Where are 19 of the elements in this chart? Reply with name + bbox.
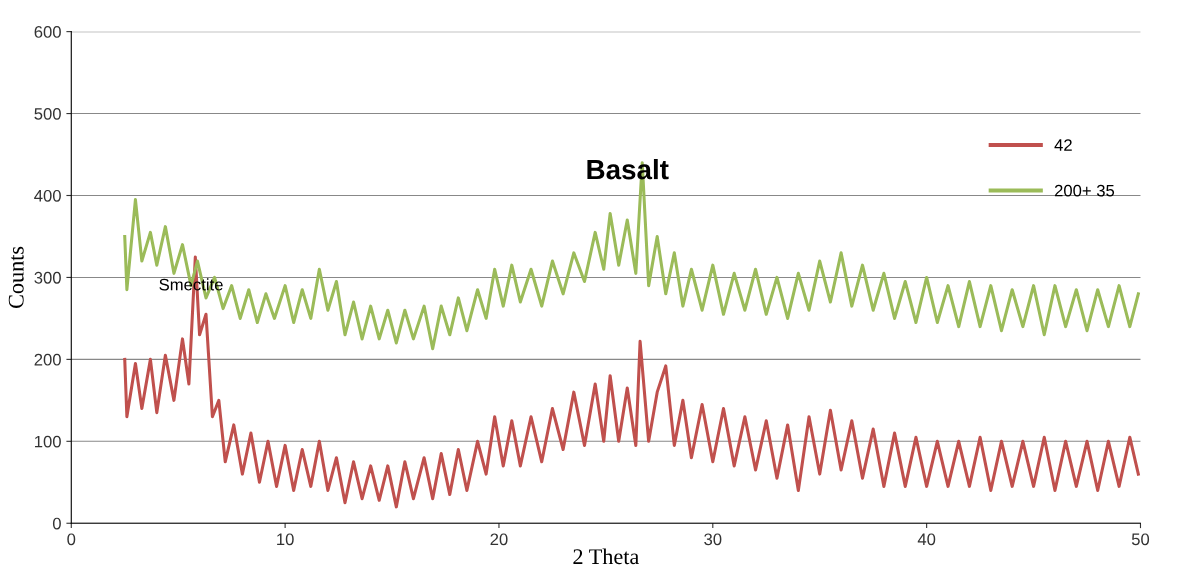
y-tick-label: 600 bbox=[34, 26, 61, 38]
y-tick-label: 400 bbox=[34, 189, 61, 202]
y-tick-label: 300 bbox=[34, 271, 61, 284]
legend-label: 42 bbox=[1054, 139, 1072, 151]
x-tick-label: 10 bbox=[277, 533, 294, 546]
line-series bbox=[123, 161, 1140, 351]
y-tick-label: 0 bbox=[52, 517, 61, 530]
x-tick-label: 30 bbox=[704, 533, 722, 546]
line-series bbox=[123, 255, 1140, 509]
x-tick-label: 50 bbox=[1131, 533, 1150, 546]
x-tick-label: 40 bbox=[917, 533, 936, 546]
x-tick-label: 0 bbox=[67, 533, 76, 546]
legend-label: 200+ 35 bbox=[1054, 184, 1115, 197]
x-tick-label: 20 bbox=[490, 533, 508, 546]
y-tick-label: 100 bbox=[35, 435, 61, 448]
y-tick-label: 200 bbox=[34, 353, 61, 366]
y-axis-title: Counts bbox=[8, 246, 24, 309]
y-tick-label: 500 bbox=[34, 107, 61, 120]
x-axis-title: 2 Theta bbox=[573, 548, 640, 565]
